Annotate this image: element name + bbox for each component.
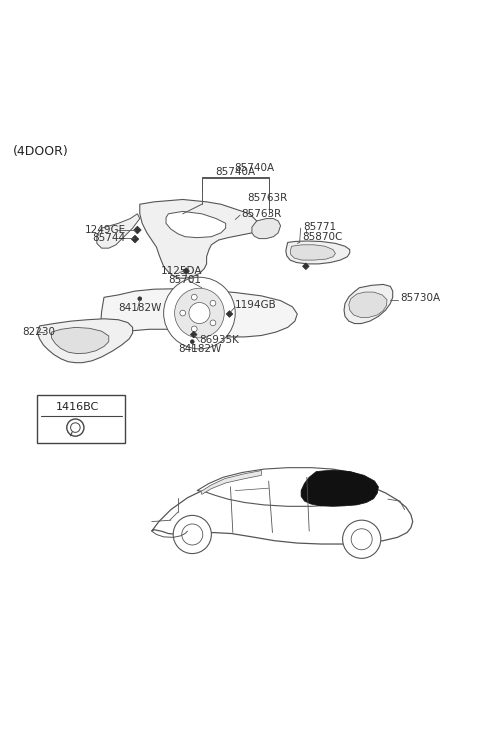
Polygon shape xyxy=(349,292,387,317)
Polygon shape xyxy=(97,214,140,248)
Polygon shape xyxy=(252,218,281,239)
Polygon shape xyxy=(97,289,297,350)
Polygon shape xyxy=(197,468,374,507)
Polygon shape xyxy=(344,284,393,323)
Polygon shape xyxy=(226,311,233,317)
Text: 85730A: 85730A xyxy=(400,293,440,303)
Text: 85763R: 85763R xyxy=(247,193,288,203)
Circle shape xyxy=(164,277,235,349)
Polygon shape xyxy=(183,268,190,274)
Text: 84182W: 84182W xyxy=(178,345,221,354)
Text: 85744: 85744 xyxy=(92,232,125,243)
Polygon shape xyxy=(152,477,413,544)
Text: 82230: 82230 xyxy=(22,327,55,337)
Text: 84182W: 84182W xyxy=(118,303,162,313)
Text: 85740A: 85740A xyxy=(234,163,275,173)
Polygon shape xyxy=(140,199,257,279)
Circle shape xyxy=(67,419,84,436)
Circle shape xyxy=(189,303,210,323)
Circle shape xyxy=(191,340,194,344)
Circle shape xyxy=(138,297,142,301)
Text: 1249GE: 1249GE xyxy=(85,225,126,235)
Circle shape xyxy=(180,310,186,316)
Text: 85701: 85701 xyxy=(168,275,202,284)
Text: 85771: 85771 xyxy=(303,221,336,232)
Text: 85740A: 85740A xyxy=(215,166,255,177)
Polygon shape xyxy=(302,263,309,270)
Circle shape xyxy=(71,423,80,432)
Polygon shape xyxy=(290,245,336,260)
Polygon shape xyxy=(51,328,109,353)
Circle shape xyxy=(182,524,203,545)
Text: 85763R: 85763R xyxy=(241,209,281,218)
Text: 1416BC: 1416BC xyxy=(56,402,99,412)
Circle shape xyxy=(343,520,381,559)
Circle shape xyxy=(210,320,216,325)
Text: 1194GB: 1194GB xyxy=(235,301,277,310)
Circle shape xyxy=(351,528,372,550)
Circle shape xyxy=(192,295,197,300)
Polygon shape xyxy=(301,470,378,507)
Polygon shape xyxy=(166,211,226,237)
Polygon shape xyxy=(201,471,262,494)
Text: 1125DA: 1125DA xyxy=(161,266,203,276)
Polygon shape xyxy=(133,226,141,234)
Circle shape xyxy=(192,326,197,332)
FancyBboxPatch shape xyxy=(37,395,125,443)
Polygon shape xyxy=(286,241,350,264)
Circle shape xyxy=(173,515,211,553)
Circle shape xyxy=(175,288,224,338)
Circle shape xyxy=(210,301,216,306)
Text: 85870C: 85870C xyxy=(302,232,342,242)
Text: (4DOOR): (4DOOR) xyxy=(13,144,69,158)
Polygon shape xyxy=(37,319,132,363)
Text: 86935K: 86935K xyxy=(199,335,240,345)
Polygon shape xyxy=(191,331,197,338)
Polygon shape xyxy=(131,235,139,243)
